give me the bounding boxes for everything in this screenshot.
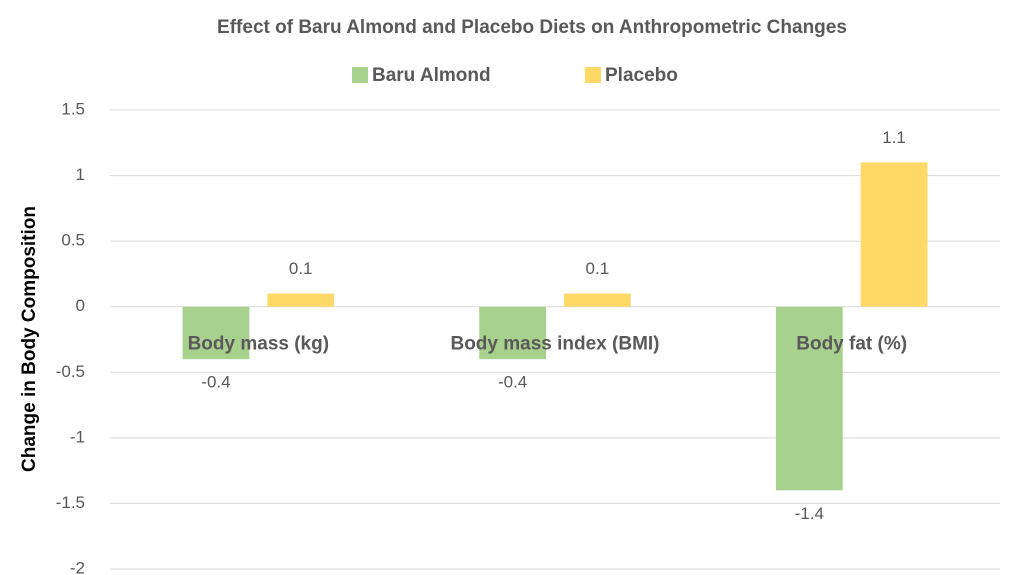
data-label: -0.4 <box>201 373 230 392</box>
data-label: 1.1 <box>882 128 906 147</box>
bar <box>860 162 928 307</box>
data-label: 0.1 <box>586 259 610 278</box>
y-tick-label: 1.5 <box>61 99 85 118</box>
y-tick-label: -0.5 <box>56 362 85 381</box>
y-tick-label: -1.5 <box>56 493 85 512</box>
bar <box>564 293 631 307</box>
legend-label: Baru Almond <box>372 65 491 86</box>
bar <box>775 306 843 491</box>
bar <box>479 306 546 360</box>
x-tick-label: Body mass index (BMI) <box>450 334 659 355</box>
y-tick-label: -2 <box>70 558 85 575</box>
chart-title: Effect of Baru Almond and Placebo Diets … <box>217 17 847 38</box>
bar <box>182 306 250 360</box>
data-label: -0.4 <box>498 373 527 392</box>
y-tick-label: 0.5 <box>61 231 85 250</box>
x-tick-label: Body fat (%) <box>796 334 907 355</box>
data-label: 0.1 <box>289 259 313 278</box>
legend-label: Placebo <box>605 65 678 86</box>
y-tick-label: 0 <box>76 296 85 315</box>
x-tick-label: Body mass (kg) <box>188 334 329 355</box>
legend-swatch <box>585 67 601 83</box>
legend-swatch <box>352 67 368 83</box>
y-tick-label: 1 <box>76 165 85 184</box>
y-axis-label: Change in Body Composition <box>19 206 40 472</box>
y-tick-label: -1 <box>70 427 85 446</box>
data-label: -1.4 <box>795 504 824 523</box>
bar <box>267 293 335 307</box>
